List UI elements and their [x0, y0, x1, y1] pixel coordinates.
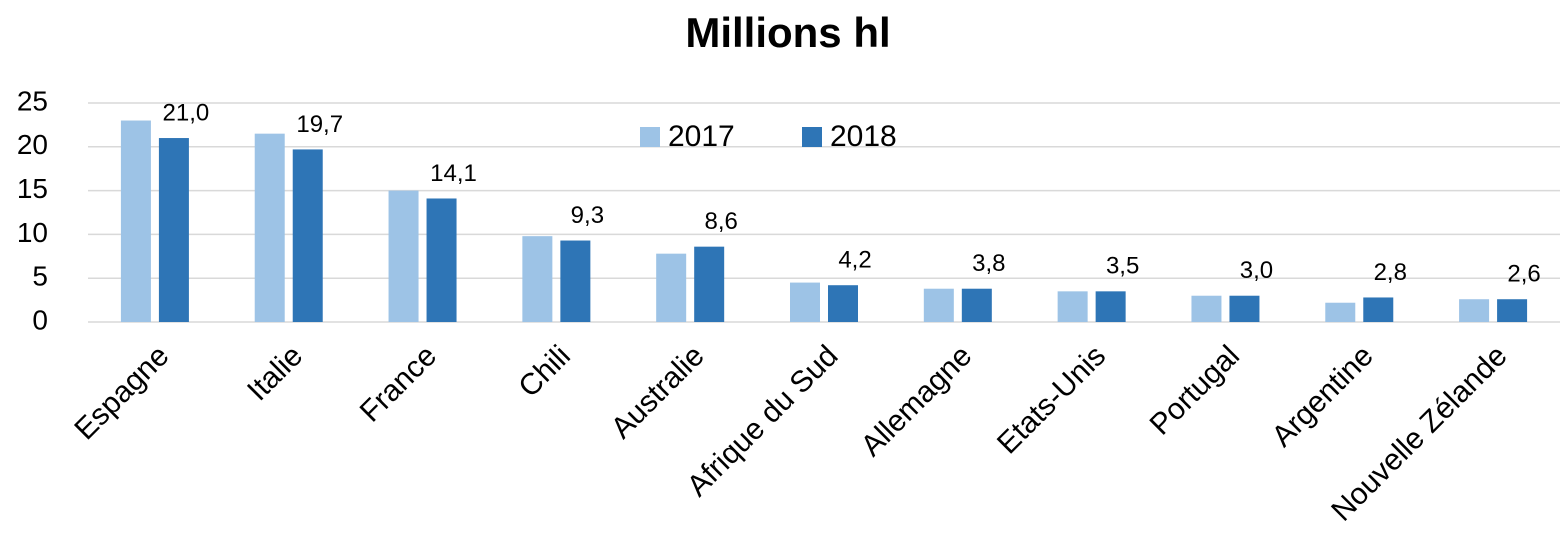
data-label: 14,1 — [430, 160, 477, 187]
bar — [1459, 299, 1490, 322]
x-tick-label: Espagne — [68, 339, 175, 446]
bar — [1497, 299, 1528, 322]
x-tick-label: Argentine — [1266, 339, 1380, 453]
bar — [426, 198, 457, 322]
data-label: 19,7 — [296, 111, 343, 138]
bar — [1229, 295, 1260, 322]
data-label: 3,0 — [1240, 257, 1273, 284]
bar — [292, 149, 323, 322]
data-label: 3,5 — [1106, 253, 1139, 280]
bar — [1325, 302, 1356, 322]
chart-title: Millions hl — [685, 9, 890, 56]
bar — [790, 282, 820, 322]
bar — [254, 133, 285, 322]
y-tick-label: 0 — [32, 304, 48, 335]
x-tick-label: Allemagne — [855, 339, 979, 463]
bar — [1057, 291, 1088, 322]
data-label: 9,3 — [571, 202, 604, 229]
bar — [1095, 291, 1126, 322]
bar — [522, 236, 553, 322]
x-tick-label: Chili — [512, 339, 577, 404]
data-label: 4,2 — [838, 247, 871, 274]
bar — [1191, 295, 1222, 322]
x-tick-label: Australie — [605, 339, 711, 445]
x-tick-label: Italie — [241, 339, 309, 407]
legend-swatch — [640, 127, 660, 147]
x-tick-label: Etats-Unis — [991, 339, 1112, 460]
bar — [388, 190, 419, 322]
bar — [656, 253, 687, 322]
x-tick-label: France — [354, 339, 443, 428]
bar — [560, 240, 591, 322]
bar — [828, 285, 858, 322]
data-label: 2,8 — [1374, 259, 1407, 286]
legend-label: 2017 — [668, 120, 735, 153]
y-tick-label: 20 — [17, 129, 48, 160]
data-label: 2,6 — [1507, 261, 1540, 288]
y-tick-label: 15 — [17, 173, 48, 204]
bar — [694, 246, 725, 322]
bar — [120, 120, 151, 323]
y-tick-label: 10 — [17, 217, 48, 248]
bar — [158, 138, 189, 322]
data-label: 21,0 — [163, 99, 210, 126]
x-tick-label: Portugal — [1144, 339, 1246, 441]
data-label: 3,8 — [972, 250, 1005, 277]
legend-label: 2018 — [830, 120, 897, 153]
y-tick-label: 25 — [17, 85, 48, 116]
bar — [1363, 297, 1394, 322]
data-label: 8,6 — [704, 208, 737, 235]
legend-swatch — [802, 127, 822, 147]
bar — [923, 288, 954, 322]
y-tick-label: 5 — [32, 261, 48, 292]
bar — [961, 288, 992, 322]
